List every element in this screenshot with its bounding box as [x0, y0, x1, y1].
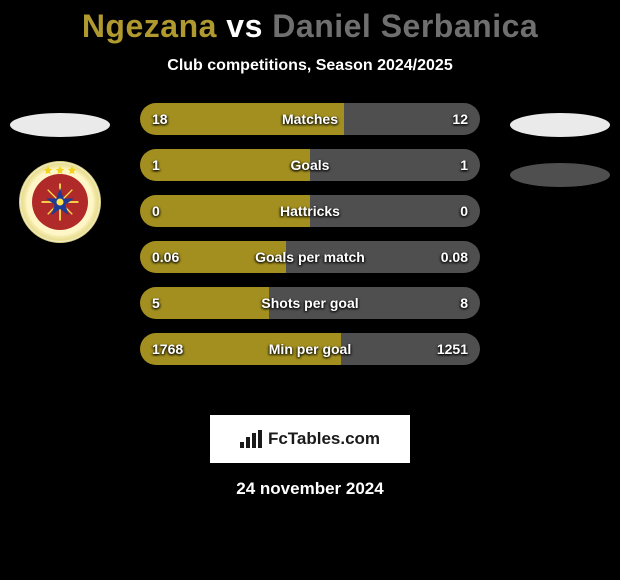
stat-row: 0 0 Hattricks [140, 195, 480, 227]
stat-fill-right [310, 149, 480, 181]
star-icon [67, 165, 77, 175]
stat-label: Shots per goal [261, 295, 358, 311]
player1-club-badge [19, 161, 101, 243]
right-player-column [500, 103, 620, 187]
stat-value-right: 0 [460, 203, 468, 219]
stat-value-left: 1768 [152, 341, 183, 357]
stat-row: 1 1 Goals [140, 149, 480, 181]
stat-value-right: 0.08 [441, 249, 468, 265]
stat-value-right: 8 [460, 295, 468, 311]
fctables-logo-icon [240, 430, 262, 448]
comparison-area: 18 12 Matches 1 1 Goals 0 0 Hattricks 0.06 0.08 Goa… [0, 103, 620, 403]
stat-label: Hattricks [280, 203, 340, 219]
stat-value-right: 1 [460, 157, 468, 173]
page-title: Ngezana vs Daniel Serbanica [0, 0, 620, 45]
star-icon [43, 165, 53, 175]
date-text: 24 november 2024 [0, 479, 620, 499]
stat-rows: 18 12 Matches 1 1 Goals 0 0 Hattricks 0.06 0.08 Goa… [140, 103, 480, 365]
badge-star-icon [38, 180, 82, 224]
stat-value-left: 1 [152, 157, 160, 173]
player2-club-placeholder [510, 163, 610, 187]
stat-label: Goals [291, 157, 330, 173]
player2-name: Daniel Serbanica [272, 8, 538, 44]
stat-row: 18 12 Matches [140, 103, 480, 135]
attribution-badge: FcTables.com [210, 415, 410, 463]
subtitle: Club competitions, Season 2024/2025 [0, 57, 620, 75]
stat-label: Goals per match [255, 249, 365, 265]
stat-label: Matches [282, 111, 338, 127]
stat-fill-left [140, 149, 310, 181]
stat-label: Min per goal [269, 341, 351, 357]
attribution-text: FcTables.com [268, 429, 380, 449]
vs-text: vs [226, 8, 263, 44]
stat-row: 5 8 Shots per goal [140, 287, 480, 319]
stat-value-left: 0.06 [152, 249, 179, 265]
stat-value-left: 18 [152, 111, 168, 127]
stat-row: 1768 1251 Min per goal [140, 333, 480, 365]
badge-inner [32, 174, 88, 230]
stat-value-right: 12 [452, 111, 468, 127]
player2-avatar-placeholder [510, 113, 610, 137]
stat-value-left: 0 [152, 203, 160, 219]
player1-name: Ngezana [82, 8, 217, 44]
stat-value-right: 1251 [437, 341, 468, 357]
stat-row: 0.06 0.08 Goals per match [140, 241, 480, 273]
player1-avatar-placeholder [10, 113, 110, 137]
stat-value-left: 5 [152, 295, 160, 311]
left-player-column [0, 103, 120, 243]
